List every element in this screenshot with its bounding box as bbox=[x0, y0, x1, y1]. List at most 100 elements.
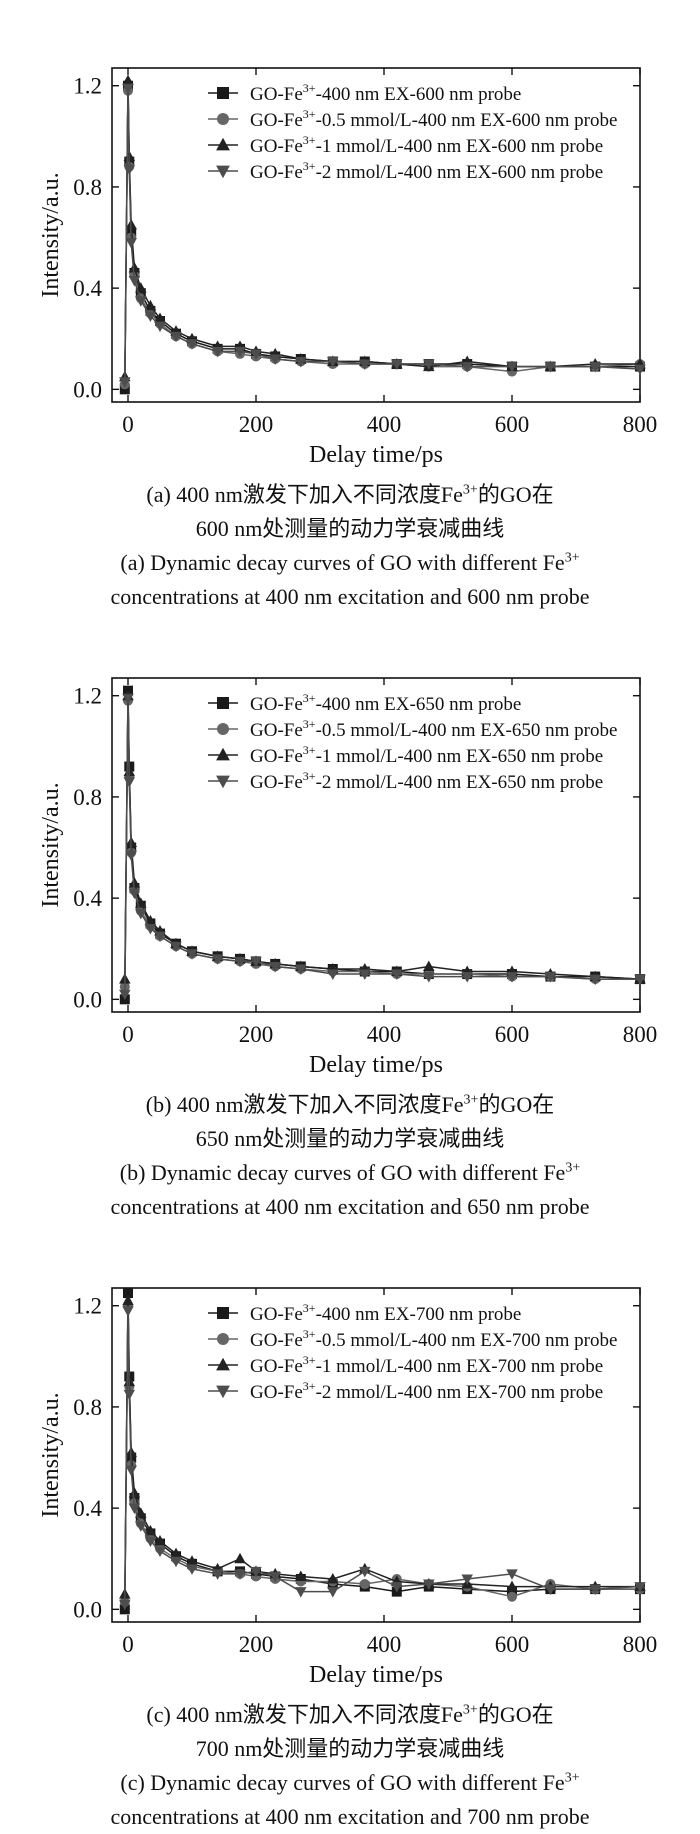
caption-en-c: (c) Dynamic decay curves of GO with diff… bbox=[110, 1770, 590, 1829]
x-axis-label: Delay time/ps bbox=[309, 442, 443, 468]
data-point bbox=[122, 83, 134, 95]
data-point bbox=[327, 1572, 339, 1584]
x-axis-label: Delay time/ps bbox=[309, 1052, 443, 1078]
x-tick-label: 200 bbox=[239, 1022, 274, 1047]
y-tick-label: 1.2 bbox=[73, 74, 102, 99]
y-tick-label: 0.8 bbox=[73, 785, 102, 810]
data-point bbox=[119, 989, 131, 1001]
decay-chart-b: 0 200 400 600 800 0.0 0.4 0.8 1.2 Delay time/ps In… bbox=[38, 677, 657, 1078]
data-point bbox=[327, 1587, 339, 1598]
data-point bbox=[123, 164, 136, 176]
series-line bbox=[124, 1310, 641, 1605]
data-point bbox=[423, 1579, 435, 1591]
data-point bbox=[359, 969, 371, 981]
data-point bbox=[634, 1582, 646, 1593]
x-tick-label: 800 bbox=[623, 1632, 658, 1657]
legend-marker bbox=[217, 1307, 229, 1319]
data-point bbox=[119, 377, 131, 388]
legend-label: GO-Fe3+-1 mmol/L-400 nm EX-650 nm probe bbox=[250, 743, 603, 767]
legend-label: GO-Fe3+-2 mmol/L-400 nm EX-600 nm probe bbox=[250, 159, 603, 183]
data-point bbox=[506, 1569, 518, 1580]
data-point bbox=[250, 349, 262, 360]
data-point bbox=[144, 311, 157, 322]
series-line bbox=[124, 85, 640, 390]
data-point bbox=[391, 359, 403, 371]
data-point bbox=[125, 238, 137, 249]
legend-marker bbox=[216, 165, 230, 179]
data-point bbox=[269, 354, 281, 365]
plot-frame bbox=[111, 677, 641, 1013]
y-tick-label: 0.0 bbox=[73, 987, 102, 1012]
caption-zh-c: (c) 400 nm激发下加入不同浓度Fe3+的GO在 700 nm处测量的动力… bbox=[146, 1702, 554, 1761]
legend: GO-Fe3+-400 nm EX-700 nm probeGO-Fe3+-0.… bbox=[208, 1301, 617, 1403]
data-point bbox=[135, 908, 147, 920]
data-point bbox=[186, 1564, 198, 1575]
data-point bbox=[295, 1587, 307, 1598]
series-line bbox=[124, 698, 640, 995]
data-point bbox=[154, 931, 166, 943]
legend-marker bbox=[217, 87, 229, 99]
legend: GO-Fe3+-400 nm EX-600 nm probeGO-Fe3+-0.… bbox=[208, 81, 617, 183]
caption-en-b: (b) Dynamic decay curves of GO with diff… bbox=[110, 1160, 590, 1219]
legend-marker bbox=[217, 1333, 229, 1345]
data-point bbox=[144, 1524, 157, 1536]
data-point bbox=[186, 949, 198, 960]
y-axis-label: Intensity/a.u. bbox=[38, 782, 64, 907]
x-tick-label: 400 bbox=[367, 412, 402, 437]
data-point bbox=[128, 1503, 141, 1515]
y-tick-label: 0.0 bbox=[73, 1597, 102, 1622]
data-point bbox=[122, 1306, 134, 1317]
x-tick-label: 200 bbox=[239, 1632, 274, 1657]
data-point bbox=[122, 1294, 134, 1306]
series-line bbox=[124, 90, 641, 385]
data-point bbox=[135, 1507, 147, 1518]
data-point bbox=[154, 321, 166, 333]
data-point bbox=[211, 1569, 224, 1580]
data-point bbox=[544, 1584, 557, 1596]
data-point bbox=[128, 888, 141, 900]
data-point bbox=[128, 1486, 141, 1498]
data-point bbox=[506, 972, 518, 983]
series-line bbox=[124, 695, 641, 980]
caption-zh-a: (a) 400 nm激发下加入不同浓度Fe3+的GO在 600 nm处测量的动力… bbox=[146, 482, 554, 541]
series-line bbox=[124, 1300, 640, 1595]
data-point bbox=[125, 850, 137, 862]
x-tick-label: 800 bbox=[623, 412, 658, 437]
data-point bbox=[211, 954, 224, 965]
data-point bbox=[123, 777, 136, 788]
legend-label: GO-Fe3+-0.5 mmol/L-400 nm EX-600 nm prob… bbox=[250, 107, 617, 131]
legend-marker bbox=[216, 747, 230, 761]
x-tick-label: 400 bbox=[367, 1632, 402, 1657]
data-point bbox=[119, 1599, 131, 1611]
data-point bbox=[128, 276, 141, 287]
y-tick-label: 1.2 bbox=[73, 1294, 102, 1319]
data-point bbox=[250, 956, 262, 968]
plot-frame bbox=[111, 1287, 641, 1623]
data-point bbox=[128, 876, 141, 888]
legend-label: GO-Fe3+-400 nm EX-650 nm probe bbox=[250, 691, 521, 715]
data-point bbox=[461, 1574, 473, 1585]
legend-marker bbox=[216, 1385, 230, 1399]
data-point bbox=[423, 359, 435, 371]
caption-zh-b: (b) 400 nm激发下加入不同浓度Fe3+的GO在 650 nm处测量的动力… bbox=[145, 1092, 555, 1151]
y-tick-label: 0.4 bbox=[73, 1496, 102, 1521]
data-point bbox=[295, 964, 307, 975]
y-axis-label: Intensity/a.u. bbox=[38, 1392, 64, 1517]
data-point bbox=[507, 1591, 517, 1602]
legend-marker bbox=[217, 697, 229, 709]
legend-label: GO-Fe3+-0.5 mmol/L-400 nm EX-650 nm prob… bbox=[250, 717, 617, 741]
data-point bbox=[634, 364, 646, 376]
data-point bbox=[144, 299, 157, 311]
legend: GO-Fe3+-400 nm EX-650 nm probeGO-Fe3+-0.… bbox=[208, 691, 617, 793]
data-point bbox=[634, 974, 646, 986]
y-axis-label: Intensity/a.u. bbox=[38, 172, 64, 297]
data-point bbox=[359, 1579, 370, 1590]
y-tick-label: 0.8 bbox=[73, 1395, 102, 1420]
data-point bbox=[144, 1536, 157, 1548]
legend-marker bbox=[217, 723, 229, 735]
data-point bbox=[123, 1288, 133, 1299]
data-point bbox=[211, 346, 224, 358]
legend-marker bbox=[216, 137, 230, 151]
legend-label: GO-Fe3+-400 nm EX-700 nm probe bbox=[250, 1301, 521, 1325]
series-triangle-down bbox=[119, 83, 646, 388]
